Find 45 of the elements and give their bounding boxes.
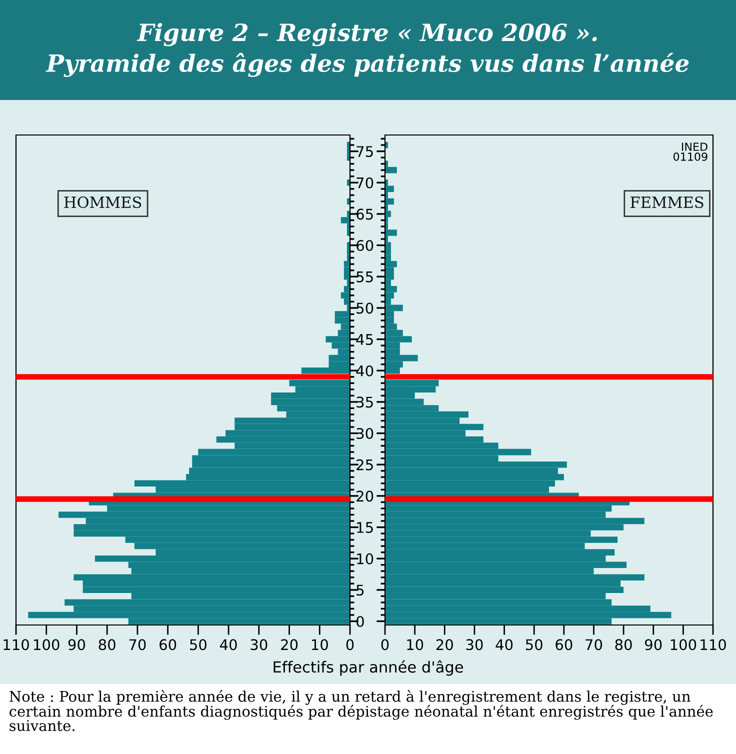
x-tick-label: 0	[346, 639, 354, 650]
y-tick-label: 70	[356, 177, 374, 188]
y-tick-label: 55	[356, 272, 373, 282]
text: HOMMES	[64, 196, 142, 208]
chart-title: Figure 2 – Registre « Muco 2006 ». Pyramide des âges des patients vus dans l’année	[46, 23, 689, 77]
y-tick-label: 15	[357, 522, 373, 533]
x-tick-label: 90	[68, 639, 86, 650]
x-tick-label: 80	[615, 639, 632, 650]
y-tick-label: 5	[356, 584, 364, 596]
x-tick-label: 10	[312, 639, 328, 650]
y-tick-label: 25	[356, 459, 373, 470]
y-tick-label: 50	[356, 302, 374, 314]
x-tick-label: 30	[466, 639, 483, 650]
annotation: INED 01109	[673, 142, 708, 161]
x-tick-label: 0	[381, 639, 389, 650]
y-tick-label: 40	[356, 365, 374, 376]
x-tick-label: 80	[98, 639, 116, 650]
x-tick-label: 100	[670, 639, 696, 650]
y-tick-label: 65	[356, 208, 373, 220]
y-tick-label: 35	[356, 396, 373, 408]
text: Note : Pour la première année de vie, il y a un retard à l'enregistrement dans le registre, un certain nombre d'enfants diagnostiqués par dépistage néonatal n'étant enregistrés que l'année suivante.	[10, 690, 713, 732]
x-tick-label: 110	[4, 639, 29, 650]
x-tick-label: 60	[160, 639, 176, 650]
x-tick-label: 40	[220, 639, 237, 650]
y-tick-label: 30	[356, 428, 374, 440]
text: FEMMES	[630, 196, 704, 208]
x-tick-label: 70	[586, 639, 602, 650]
x-tick-label: 40	[496, 639, 513, 650]
x-tick-label: 70	[129, 639, 146, 650]
y-tick-label: 10	[357, 553, 374, 564]
x-tick-label: 50	[526, 639, 542, 650]
x-tick-label: 90	[645, 639, 662, 650]
y-tick-label: 60	[356, 240, 374, 252]
x-tick-label: 20	[281, 639, 298, 650]
y-tick-label: 45	[356, 334, 373, 346]
x-tick-label: 20	[436, 639, 453, 650]
x-tick-label: 60	[556, 639, 572, 650]
x-tick-label: 30	[250, 639, 268, 650]
x-axis-title: Effectifs par année d'âge	[274, 660, 463, 676]
x-tick-label: 10	[407, 639, 424, 650]
x-tick-label: 110	[700, 639, 726, 650]
y-tick-label: 20	[356, 490, 374, 502]
x-tick-label: 100	[34, 639, 60, 650]
y-tick-label: 75	[356, 146, 373, 158]
x-tick-label: 50	[190, 639, 206, 650]
